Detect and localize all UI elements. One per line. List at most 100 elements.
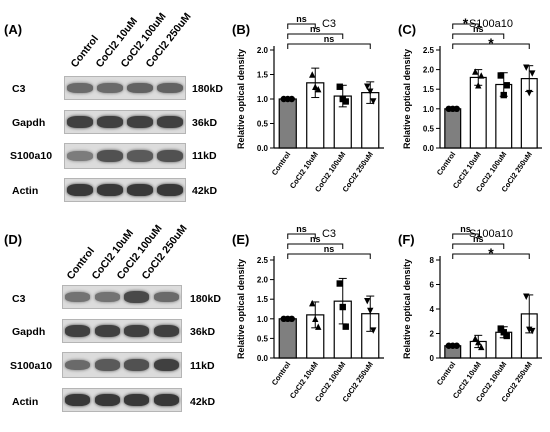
blot-band	[97, 150, 123, 162]
blot-band	[65, 359, 91, 371]
x-tick-label: Control	[435, 360, 458, 387]
data-point	[288, 315, 295, 322]
y-axis-label: Relative optical density	[236, 259, 246, 359]
y-axis-label: Relative optical density	[236, 49, 246, 149]
blot-band	[97, 83, 123, 93]
significance-label: ns	[310, 234, 321, 244]
bar-chart-b: C3 Relative optical density 0.0 0.5 1.0 1.5 2.…	[236, 14, 384, 194]
data-point	[364, 297, 371, 305]
data-point	[312, 315, 319, 322]
y-tick-label: 1.0	[257, 315, 269, 324]
y-axis-label: Relative optical density	[402, 259, 412, 359]
blot-band	[67, 116, 93, 128]
data-point	[342, 98, 349, 105]
data-point	[472, 68, 479, 75]
significance-bracket	[452, 233, 479, 239]
blot-band	[124, 291, 150, 303]
panel-label-f: (F)	[398, 232, 415, 247]
significance-label: *	[463, 15, 469, 31]
blot-strip	[62, 388, 182, 412]
size-label: 180kD	[192, 83, 223, 95]
data-point	[503, 332, 510, 340]
size-label: 180kD	[190, 293, 221, 305]
protein-label: C3	[12, 83, 26, 95]
blot-band	[153, 292, 179, 302]
blot-strip	[64, 178, 186, 202]
blot-band	[157, 150, 183, 162]
data-point	[529, 327, 536, 335]
x-tick-label: Control	[270, 150, 293, 177]
bar-chart-c: S100a10 Relative optical density 0.0 0.5 1.0…	[402, 15, 542, 194]
y-tick-label: 2.5	[257, 256, 269, 265]
blot-band	[97, 183, 123, 196]
blot-band	[127, 82, 153, 94]
protein-label: S100a10	[10, 150, 53, 162]
bar	[278, 98, 297, 149]
data-point	[309, 299, 316, 307]
blot-strip	[64, 110, 186, 134]
protein-label: S100a10	[10, 360, 53, 372]
data-point	[529, 70, 536, 77]
y-axis-label: Relative optical density	[402, 49, 412, 149]
data-point	[367, 88, 374, 95]
y-tick-label: 1.5	[423, 85, 435, 94]
significance-label: ns	[296, 14, 307, 24]
significance-bracket	[287, 253, 371, 259]
data-point	[478, 343, 485, 351]
blot-band	[94, 325, 120, 337]
blot-band	[124, 359, 150, 371]
y-tick-label: 0.0	[257, 144, 269, 153]
protein-label: C3	[12, 293, 26, 305]
data-point	[288, 95, 295, 103]
significance-bracket	[452, 243, 505, 249]
y-tick-label: 0.0	[257, 354, 269, 363]
data-point	[475, 82, 482, 89]
data-point	[367, 307, 374, 315]
size-label: 11kD	[192, 150, 217, 162]
data-point	[312, 83, 319, 90]
blot-band	[124, 393, 150, 406]
data-point	[364, 83, 371, 90]
protein-label: Gapdh	[12, 117, 46, 129]
chart-title: C3	[322, 18, 336, 30]
y-tick-label: 1.5	[257, 295, 269, 304]
blot-band	[127, 116, 153, 128]
y-tick-label: 1.0	[423, 105, 435, 114]
size-label: 42kD	[192, 185, 218, 197]
data-point	[475, 338, 482, 346]
panel-label-d: (D)	[4, 232, 23, 247]
panel-label-c: (C)	[398, 22, 417, 37]
blot-band	[153, 393, 179, 406]
blot-strip	[62, 319, 182, 343]
significance-label: ns	[310, 24, 321, 34]
significance-label: ns	[324, 244, 335, 254]
y-tick-label: 6	[430, 281, 435, 290]
blot-band	[127, 150, 153, 162]
panel-label-a: (A)	[4, 22, 23, 37]
blot-strip	[64, 143, 186, 169]
bar-chart-e: C3 Relative optical density 0.0 0.5 1.0 1.5 2.…	[236, 224, 384, 404]
bar	[278, 318, 297, 359]
blot-band	[65, 393, 91, 406]
y-tick-label: 8	[430, 256, 435, 265]
y-tick-label: 4	[430, 305, 435, 314]
y-tick-label: 2.5	[423, 46, 435, 55]
y-tick-label: 2.0	[257, 46, 269, 55]
data-point	[336, 280, 343, 287]
significance-label: ns	[473, 24, 484, 34]
data-point	[500, 91, 507, 99]
data-point	[523, 293, 530, 300]
significance-bracket	[287, 233, 316, 239]
significance-label: ns	[324, 34, 335, 44]
size-label: 11kD	[190, 360, 215, 372]
blot-band	[97, 116, 123, 128]
blot-strip	[64, 76, 186, 100]
significance-bracket	[452, 253, 530, 259]
size-label: 36kD	[190, 326, 216, 338]
y-tick-label: 2.0	[423, 66, 435, 75]
y-tick-label: 2.0	[257, 276, 269, 285]
data-point	[342, 323, 349, 330]
data-point	[523, 64, 530, 71]
bar-chart-f: S100a10 Relative optical density 0 2 4 6 8 Cont…	[402, 224, 542, 404]
panel-label-e: (E)	[232, 232, 250, 247]
